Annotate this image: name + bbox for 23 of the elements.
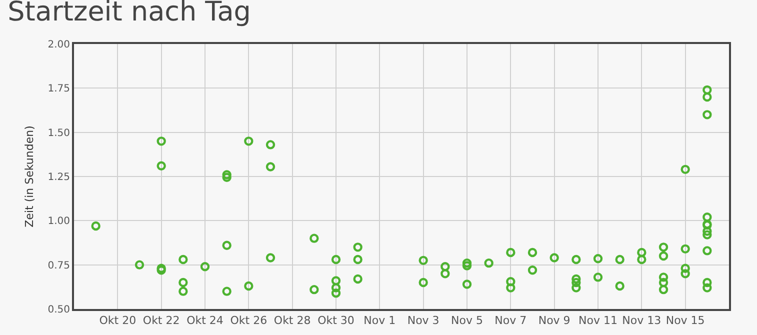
x-tick-label: Okt 26 — [230, 314, 268, 328]
x-tick-label: Nov 9 — [538, 314, 570, 328]
y-axis-title: Zeit (in Sekunden) — [22, 126, 36, 228]
x-tick-label: Nov 11 — [578, 314, 618, 328]
x-tick-label: Nov 5 — [451, 314, 483, 328]
y-tick-label: 2.00 — [48, 40, 70, 50]
x-tick-label: Nov 13 — [622, 314, 662, 328]
chart-title: Startzeit nach Tag — [8, 0, 251, 28]
y-tick-label: 1.00 — [48, 216, 70, 228]
x-tick-label: Okt 22 — [142, 314, 180, 328]
x-tick-label: Nov 1 — [364, 314, 396, 328]
x-tick-label: Okt 24 — [186, 314, 224, 328]
y-tick-label: 0.75 — [48, 260, 70, 272]
y-tick-label: 0.50 — [48, 304, 70, 316]
y-tick-label: 1.50 — [48, 128, 70, 139]
x-tick-label: Okt 20 — [99, 314, 136, 328]
x-tick-label: Nov 15 — [666, 314, 705, 328]
x-tick-label: Okt 28 — [274, 314, 311, 328]
x-tick-label: Nov 3 — [407, 314, 440, 328]
x-tick-label: Nov 7 — [494, 314, 527, 328]
x-tick-label: Okt 30 — [318, 314, 354, 328]
y-tick-label: 1.75 — [48, 84, 70, 95]
y-tick-label: 1.25 — [48, 172, 70, 183]
